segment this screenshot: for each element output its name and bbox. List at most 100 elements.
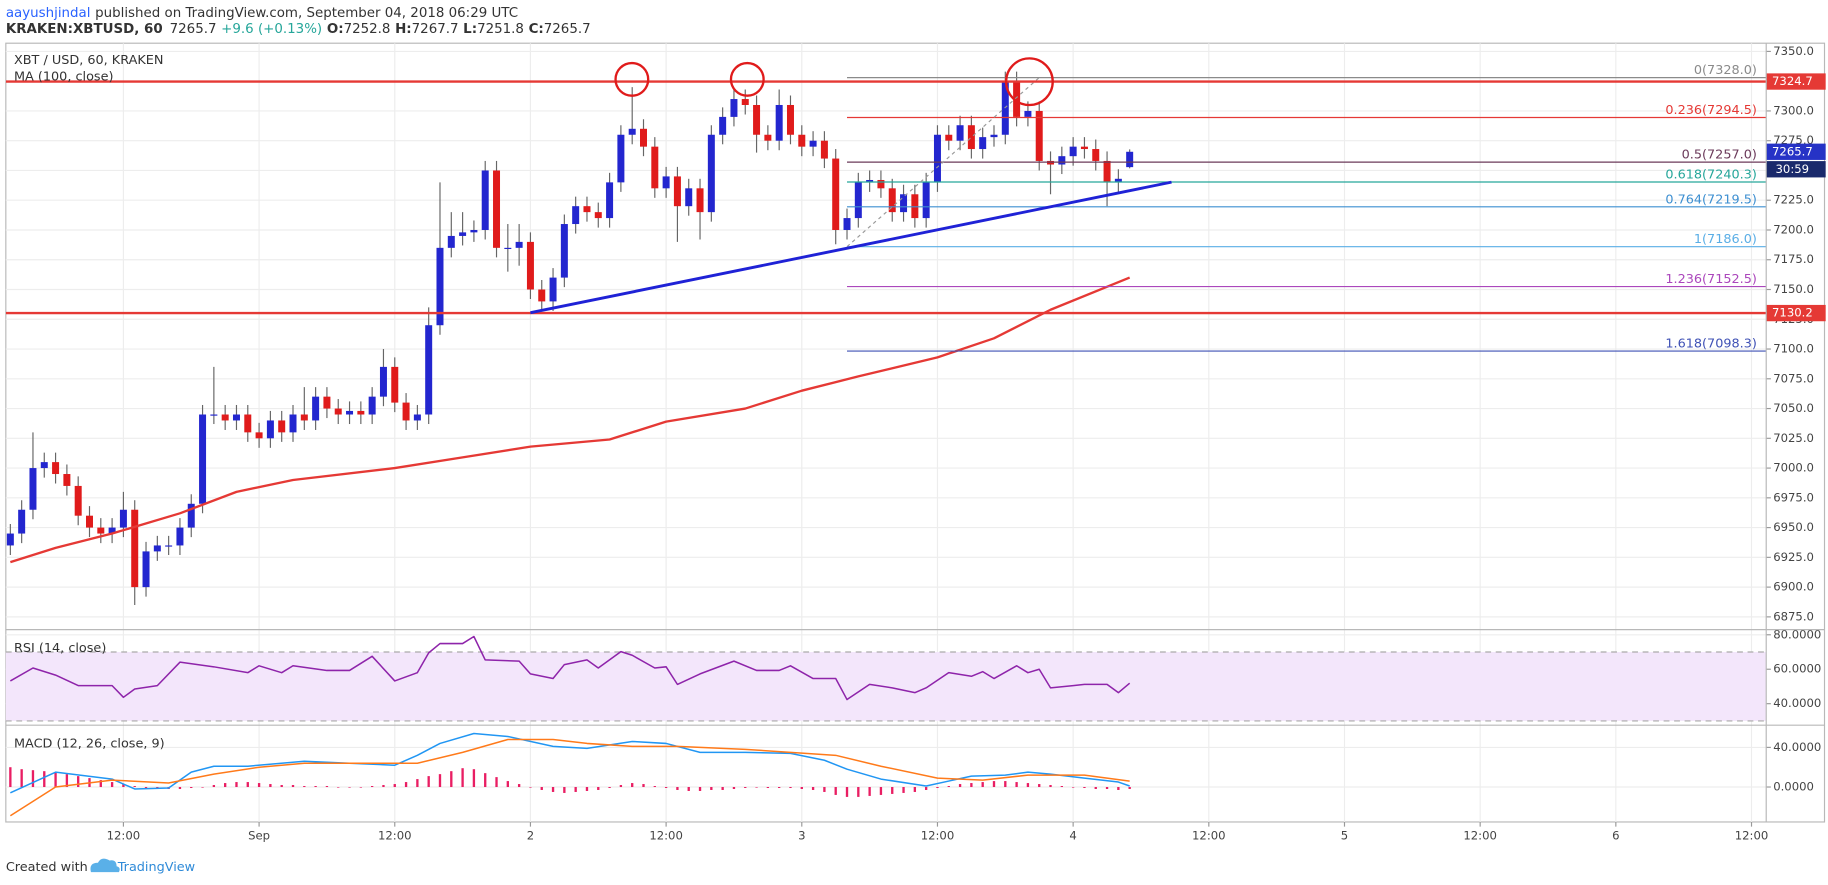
price-axis-box	[1766, 73, 1826, 90]
y-tick-label: 7200.0	[1773, 222, 1814, 236]
histogram-bar	[20, 769, 23, 788]
histogram-bar	[348, 787, 351, 788]
candle-body	[199, 414, 207, 504]
histogram-bar	[585, 787, 589, 791]
histogram-bar	[619, 785, 623, 788]
histogram-bar	[608, 787, 611, 789]
histogram-bar	[269, 784, 272, 788]
header-line: aayushjindal published on TradingView.com…	[6, 6, 518, 21]
histogram-bar	[31, 770, 35, 788]
candle-body	[187, 503, 195, 528]
candle-body	[300, 414, 308, 421]
histogram-bar	[314, 786, 317, 788]
candle-body	[583, 206, 591, 213]
histogram-bar	[393, 784, 396, 788]
candle-body	[119, 509, 127, 528]
candle-body	[255, 432, 263, 439]
fib-label: 1.236(7152.5)	[1665, 272, 1757, 287]
y-tick-label: 6975.0	[1773, 490, 1814, 504]
fib-label: 0.5(7257.0)	[1682, 148, 1757, 163]
y-tick-label: 6925.0	[1773, 550, 1814, 564]
indicator-line	[9, 635, 1131, 701]
histogram-bar	[857, 787, 860, 797]
histogram-bar	[924, 787, 928, 790]
fib-label: 1.618(7098.3)	[1665, 337, 1757, 352]
histogram-bar	[201, 787, 204, 788]
y-tick-label: 6900.0	[1773, 580, 1814, 594]
y-tick-label: 80.0000	[1773, 627, 1821, 641]
histogram-bar	[337, 787, 340, 788]
candle-body	[775, 104, 783, 141]
candle-body	[786, 104, 794, 135]
histogram-bar	[744, 787, 747, 789]
candle-body	[368, 396, 376, 415]
candle-body	[1080, 146, 1088, 150]
histogram-bar	[766, 787, 770, 789]
footer-brand[interactable]: TradingView	[117, 860, 195, 875]
histogram-bar	[732, 787, 736, 789]
candle-body	[719, 116, 727, 135]
legend-entry: MA (100, close)	[14, 70, 114, 85]
y-tick-label: 6950.0	[1773, 520, 1814, 534]
histogram-bar	[461, 768, 464, 788]
y-tick-label: 7050.0	[1773, 401, 1814, 415]
histogram-bar	[144, 787, 148, 789]
chart-title: XBT / USD, 60, KRAKEN	[14, 53, 163, 68]
candle-body	[990, 134, 998, 138]
symbol: KRAKEN:XBTUSD, 60	[6, 22, 163, 37]
histogram-bar	[778, 787, 781, 789]
candle-body	[1013, 81, 1021, 117]
candle-body	[176, 527, 184, 546]
author-link[interactable]: aayushjindal	[6, 6, 91, 21]
candle-body	[1114, 178, 1122, 183]
candle-body	[809, 140, 817, 147]
candle-body	[662, 176, 670, 189]
histogram-bar	[472, 769, 476, 788]
candle-body	[1092, 149, 1100, 161]
histogram-bar	[698, 787, 702, 791]
histogram-bar	[902, 787, 905, 793]
macd-title: MACD (12, 26, close, 9)	[14, 736, 165, 751]
candle-body	[696, 188, 704, 213]
candle-body	[470, 229, 478, 233]
candle-body	[900, 194, 908, 213]
x-tick-label: 12:00	[649, 828, 683, 842]
y-tick-label: 7025.0	[1773, 431, 1814, 445]
candle-body	[244, 414, 252, 433]
candle-body	[379, 366, 387, 397]
histogram-bar	[1026, 783, 1030, 788]
y-tick-label: 7075.0	[1773, 371, 1814, 385]
fib-label: 1(7186.0)	[1694, 232, 1757, 247]
candle-body	[515, 241, 523, 248]
candle-body	[764, 134, 772, 141]
x-tick-label: 2	[527, 828, 534, 842]
candle-body	[1126, 151, 1134, 168]
candle-body	[628, 128, 636, 135]
histogram-bar	[687, 787, 690, 791]
candle-body	[685, 188, 693, 207]
histogram-bar	[936, 787, 939, 789]
labels: 12:00 Sep 12:00 2 12:00 3 12:00 4 12:00 5 12:00 6 12…	[107, 63, 1826, 842]
footer-created: Created with	[6, 860, 88, 875]
histogram-bar	[891, 787, 894, 794]
candle-body	[63, 474, 71, 486]
histogram-bar	[1071, 787, 1075, 788]
y-tick-label: 0.0000	[1773, 780, 1814, 794]
histogram-bar	[1083, 787, 1086, 789]
candle-body	[651, 146, 659, 189]
histogram-bar	[913, 787, 917, 792]
low-label: L:	[463, 22, 477, 37]
y-tick-label: 7350.0	[1773, 44, 1814, 58]
histogram-bar	[43, 771, 46, 788]
candle-body	[289, 414, 297, 433]
histogram-bar	[676, 787, 679, 790]
histogram-bar	[1105, 787, 1109, 789]
candle-body	[108, 527, 116, 534]
x-tick-label: 12:00	[378, 828, 412, 842]
candle-body	[866, 179, 874, 183]
price-axis-label: 7130.2	[1772, 306, 1813, 320]
histogram-bar	[484, 773, 487, 788]
countdown-box	[1766, 161, 1826, 178]
candle-body	[493, 170, 501, 248]
histogram-bar	[574, 787, 577, 792]
